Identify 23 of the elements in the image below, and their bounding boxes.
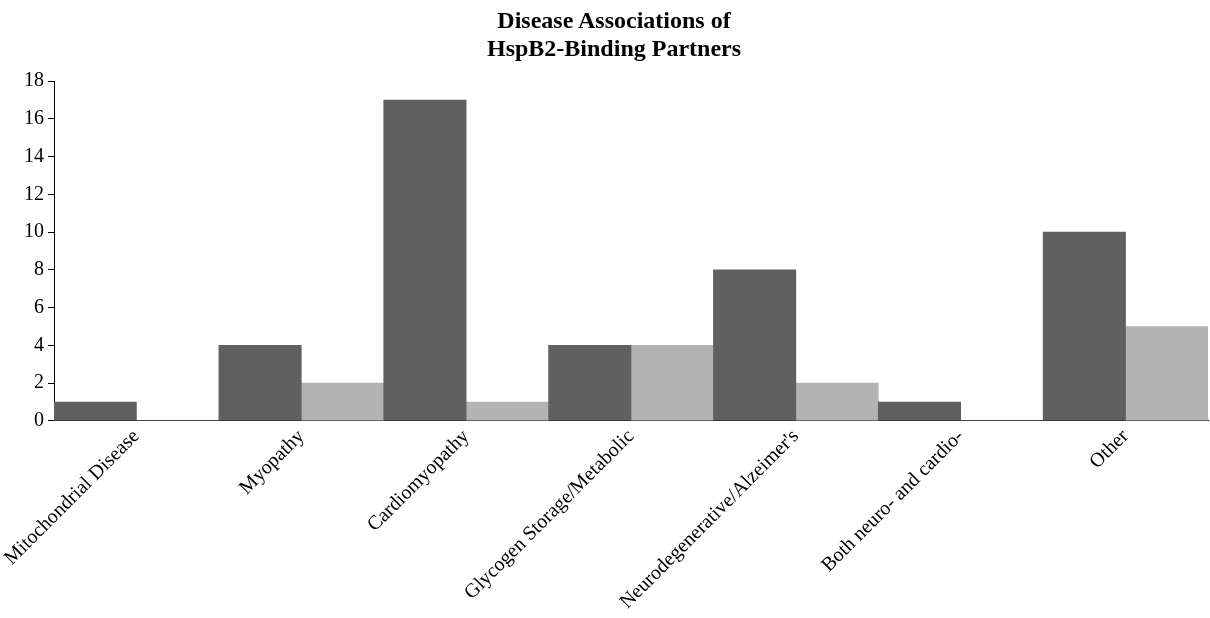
bar — [713, 269, 797, 421]
bar — [54, 401, 137, 421]
bar — [1042, 231, 1126, 421]
y-tick-label: 4 — [34, 332, 44, 355]
y-tick-label: 0 — [34, 408, 44, 431]
y-tick-label: 18 — [24, 68, 44, 91]
y-tick-label: 10 — [24, 219, 44, 242]
y-tick-label: 2 — [34, 370, 44, 393]
y-tick-label: 12 — [24, 181, 44, 204]
bar — [877, 401, 962, 421]
bar — [630, 345, 714, 421]
bar — [548, 345, 632, 421]
y-tick-label: 14 — [24, 143, 44, 166]
bar — [465, 401, 549, 421]
y-tick-label: 6 — [34, 294, 44, 317]
y-tick-label: 16 — [24, 106, 44, 129]
chart-title: Disease Associations of HspB2-Binding Partners — [486, 7, 742, 61]
bar — [1125, 326, 1208, 421]
bar — [383, 99, 467, 421]
bar — [300, 382, 385, 421]
y-tick-label: 8 — [34, 257, 44, 280]
bar — [795, 382, 879, 421]
bar — [218, 345, 302, 421]
